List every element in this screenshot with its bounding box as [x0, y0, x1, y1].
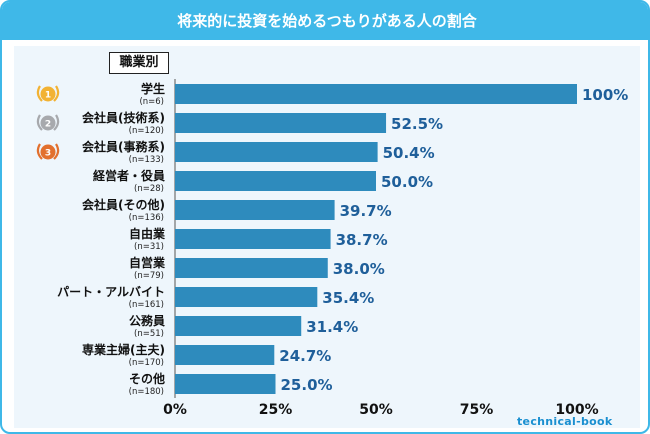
chart-title: 将来的に投資を始めるつもりがある人の割合	[177, 12, 477, 30]
category-label: 学生	[141, 81, 165, 96]
category-label: 自営業	[129, 255, 166, 270]
sample-size-label: (n=136)	[129, 213, 164, 223]
bar	[175, 374, 276, 394]
sample-size-label: (n=180)	[129, 387, 164, 397]
bronze-medal-icon	[40, 144, 56, 160]
title-bar	[2, 2, 648, 40]
category-label: その他	[129, 371, 165, 386]
value-label: 25.0%	[281, 376, 333, 394]
value-label: 52.5%	[391, 115, 443, 133]
value-label: 24.7%	[279, 347, 331, 365]
value-label: 38.7%	[336, 231, 388, 249]
bar	[175, 200, 335, 220]
value-label: 100%	[582, 86, 628, 104]
bar	[175, 287, 318, 307]
value-label: 50.0%	[381, 173, 433, 191]
x-tick-label: 100%	[555, 402, 598, 418]
bar	[175, 316, 302, 336]
x-tick-label: 0%	[163, 402, 187, 418]
bar	[175, 345, 275, 365]
medal-rank-label: 1	[45, 91, 51, 101]
sample-size-label: (n=120)	[129, 126, 164, 136]
medal-rank-label: 3	[45, 149, 51, 159]
silver-medal-icon-laurel-left	[36, 114, 43, 131]
bar	[175, 113, 387, 133]
gold-medal-icon	[40, 86, 56, 102]
sample-size-label: (n=28)	[134, 184, 164, 194]
category-label: 会社員(その他)	[82, 197, 165, 212]
sample-size-label: (n=51)	[134, 329, 164, 339]
category-label: 会社員(事務系)	[82, 139, 165, 154]
value-label: 31.4%	[306, 318, 358, 336]
bronze-medal-icon-laurel-left	[36, 143, 43, 160]
bar	[175, 84, 577, 104]
bar	[175, 229, 331, 249]
sample-size-label: (n=31)	[134, 242, 164, 252]
silver-medal-icon-laurel-right	[53, 114, 60, 131]
value-label: 35.4%	[322, 289, 374, 307]
category-label: 自由業	[129, 226, 166, 241]
category-label: パート・アルバイト	[57, 285, 165, 299]
value-label: 39.7%	[340, 202, 392, 220]
gold-medal-icon-laurel-left	[36, 85, 43, 102]
medal-rank-label: 2	[45, 120, 51, 130]
category-header: 職業別	[109, 52, 169, 74]
x-tick-label: 75%	[460, 402, 494, 418]
x-tick-label: 50%	[359, 402, 393, 418]
value-label: 38.0%	[333, 260, 385, 278]
gold-medal-icon-laurel-right	[53, 85, 60, 102]
bronze-medal-icon-laurel-right	[53, 143, 60, 160]
sample-size-label: (n=133)	[129, 155, 164, 165]
sample-size-label: (n=6)	[139, 97, 164, 107]
category-label: 専業主婦(主夫)	[82, 342, 165, 357]
sample-size-label: (n=79)	[134, 271, 164, 281]
category-label: 公務員	[129, 313, 165, 328]
bar	[175, 171, 376, 191]
value-label: 50.4%	[383, 144, 435, 162]
silver-medal-icon	[40, 115, 56, 131]
category-label: 経営者・役員	[93, 168, 165, 183]
bar	[175, 142, 378, 162]
sample-size-label: (n=161)	[129, 300, 164, 310]
sample-size-label: (n=170)	[129, 358, 164, 368]
category-label: 会社員(技術系)	[82, 110, 165, 125]
bar	[175, 258, 328, 278]
brand-logo: technical-book	[517, 415, 613, 428]
x-tick-label: 25%	[259, 402, 293, 418]
